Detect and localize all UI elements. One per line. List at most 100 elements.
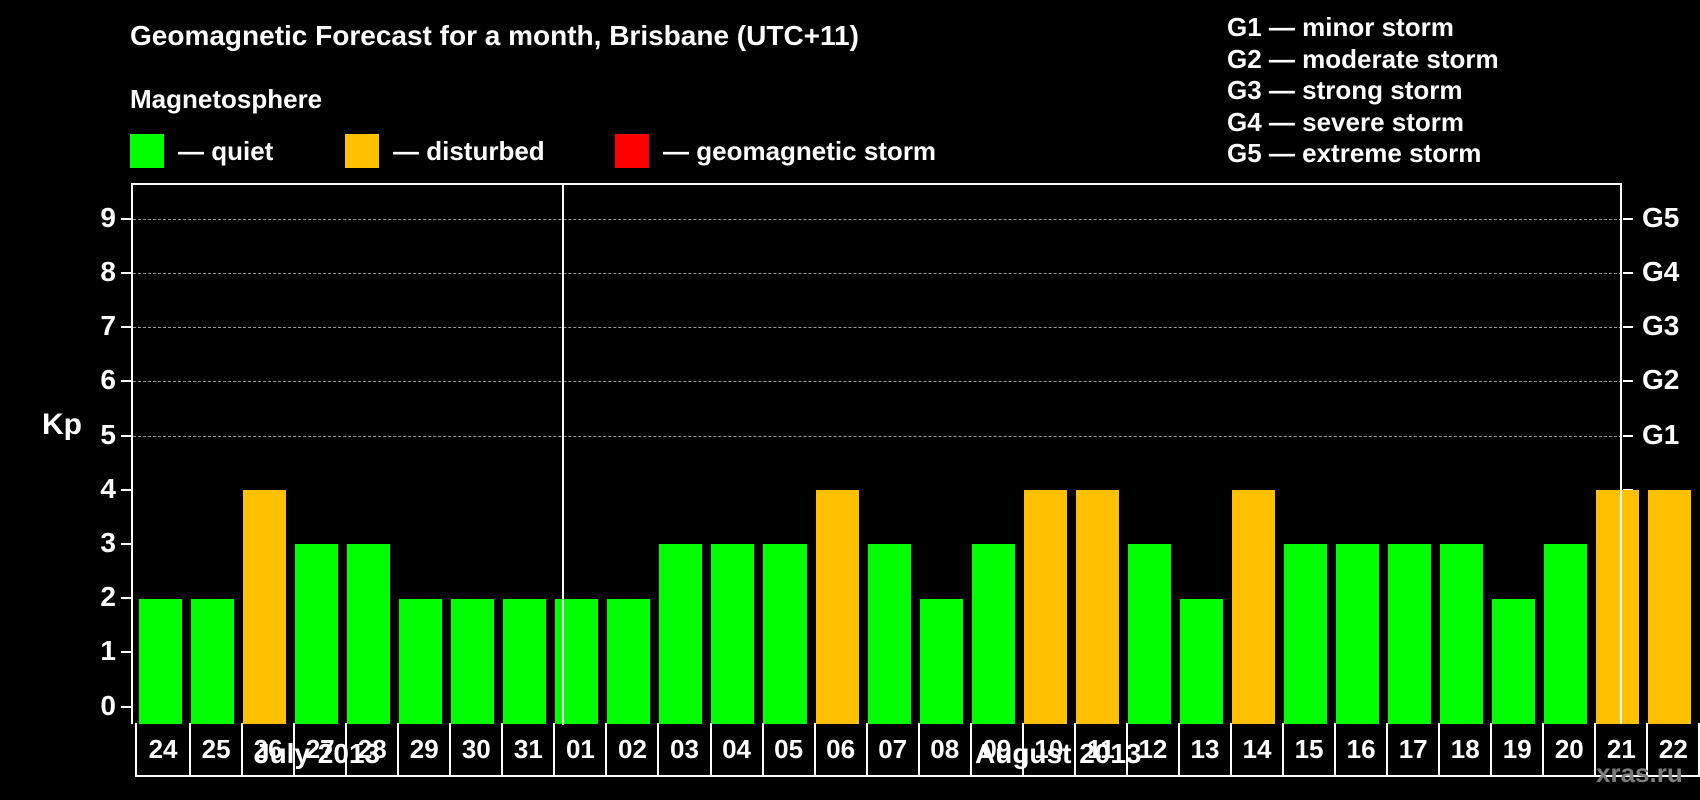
y-tick-label: 7 bbox=[100, 310, 116, 342]
y-tick-label: 0 bbox=[100, 689, 116, 721]
date-cell: 03 bbox=[657, 723, 709, 775]
date-cell: 26 bbox=[241, 723, 293, 775]
disturbed-swatch-icon bbox=[345, 134, 379, 168]
chart-title: Geomagnetic Forecast for a month, Brisba… bbox=[130, 20, 859, 51]
date-cell: 08 bbox=[917, 723, 970, 775]
date-row: 24 25 26 27 28 29 30 31 01 02 03 04 05 06 07 08 09 10 11 12… bbox=[135, 723, 1700, 777]
y-tick bbox=[121, 434, 131, 437]
right-tick bbox=[1623, 434, 1633, 437]
bar-29 bbox=[399, 598, 443, 724]
gridline bbox=[133, 218, 1622, 220]
date-cell: 09 bbox=[969, 723, 1022, 775]
y-tick bbox=[121, 217, 131, 220]
y-tick bbox=[121, 705, 131, 708]
date-cell: 04 bbox=[709, 723, 762, 775]
bar-07 bbox=[867, 544, 911, 724]
y-tick-label: 1 bbox=[100, 635, 116, 667]
bar-31 bbox=[503, 598, 547, 724]
g-level-label: G5 bbox=[1642, 201, 1680, 233]
g4-legend: G4 — severe storm bbox=[1227, 106, 1465, 137]
quiet-swatch-icon bbox=[130, 134, 164, 168]
storm-swatch-icon bbox=[615, 134, 649, 168]
right-tick bbox=[1623, 326, 1633, 329]
bar-02 bbox=[607, 598, 651, 724]
right-tick bbox=[1623, 217, 1633, 220]
bar-04 bbox=[711, 544, 755, 724]
g-level-label: G2 bbox=[1642, 364, 1680, 396]
legend-disturbed: — disturbed bbox=[345, 134, 545, 168]
date-cell: 24 bbox=[148, 733, 178, 764]
right-tick bbox=[1623, 271, 1633, 274]
date-cell: 12 bbox=[1125, 723, 1178, 775]
g3-legend: G3 — strong storm bbox=[1227, 75, 1463, 105]
g2-legend: G2 — moderate storm bbox=[1227, 43, 1499, 74]
bar-05 bbox=[763, 544, 807, 724]
bar-13 bbox=[1179, 598, 1223, 724]
right-tick bbox=[1623, 380, 1633, 383]
legend-quiet-label: — quiet bbox=[178, 135, 274, 166]
date-cell: 07 bbox=[865, 723, 918, 775]
date-cell: 10 bbox=[1021, 723, 1074, 775]
gridline bbox=[133, 381, 1622, 383]
date-cell: 21 bbox=[1594, 723, 1646, 775]
gridline bbox=[133, 272, 1622, 274]
bar-18 bbox=[1440, 544, 1484, 724]
date-cell: 30 bbox=[449, 723, 501, 775]
bar-24 bbox=[139, 598, 183, 724]
y-tick bbox=[121, 542, 131, 545]
bar-06 bbox=[815, 490, 859, 724]
month-label-august: August 2013 bbox=[975, 738, 1142, 769]
g-level-label: G4 bbox=[1642, 255, 1680, 287]
g-level-label: G1 bbox=[1642, 418, 1680, 450]
y-tick-label: 2 bbox=[100, 581, 116, 613]
y-axis-label: Kp bbox=[42, 408, 82, 441]
g5-legend: G5 — extreme storm bbox=[1227, 138, 1482, 168]
bar-30 bbox=[451, 598, 495, 724]
bar-22 bbox=[1648, 490, 1692, 724]
bar-03 bbox=[659, 544, 703, 724]
gridline bbox=[133, 327, 1622, 329]
g-scale-legend: G1 — minor storm G2 — moderate storm G3 … bbox=[1227, 12, 1499, 170]
date-cell: 19 bbox=[1490, 723, 1542, 775]
date-cell: 13 bbox=[1177, 723, 1230, 775]
date-cell: 27 bbox=[293, 723, 345, 775]
bar-15 bbox=[1283, 544, 1327, 724]
bar-19 bbox=[1492, 598, 1536, 724]
date-cell: 25 bbox=[189, 723, 241, 775]
y-tick bbox=[121, 326, 131, 329]
g1-legend: G1 — minor storm bbox=[1227, 12, 1454, 42]
date-cell: 18 bbox=[1438, 723, 1490, 775]
watermark: xras.ru bbox=[1596, 758, 1683, 788]
date-cell: 14 bbox=[1229, 723, 1282, 775]
date-cell: 16 bbox=[1334, 723, 1386, 775]
legend-quiet: — quiet bbox=[130, 134, 273, 168]
bar-08 bbox=[919, 598, 963, 724]
date-cell: 23 bbox=[1698, 723, 1700, 775]
y-tick bbox=[121, 488, 131, 491]
bar-27 bbox=[295, 544, 339, 724]
y-tick-label: 5 bbox=[100, 418, 116, 450]
right-tick bbox=[1623, 488, 1633, 491]
date-cell: 17 bbox=[1386, 723, 1438, 775]
y-tick bbox=[121, 380, 131, 383]
date-cell: 29 bbox=[397, 723, 449, 775]
gridline bbox=[133, 435, 1622, 437]
bar-10 bbox=[1023, 490, 1067, 724]
legend-storm-label: — geomagnetic storm bbox=[663, 135, 937, 166]
date-cell: 15 bbox=[1282, 723, 1334, 775]
bar-17 bbox=[1387, 544, 1432, 724]
bar-26 bbox=[243, 490, 287, 724]
bar-16 bbox=[1335, 544, 1379, 724]
month-divider bbox=[562, 183, 564, 725]
plot-area bbox=[133, 185, 1692, 724]
y-tick-label: 4 bbox=[100, 472, 116, 504]
bar-12 bbox=[1127, 544, 1171, 724]
date-cell: 02 bbox=[605, 723, 657, 775]
bar-09 bbox=[971, 544, 1015, 724]
date-cell: 01 bbox=[553, 723, 605, 775]
month-label-july: July 2013 bbox=[254, 738, 381, 769]
date-cell: 31 bbox=[501, 723, 553, 775]
bar-21 bbox=[1596, 490, 1640, 724]
y-tick-label: 8 bbox=[100, 255, 116, 287]
y-tick bbox=[121, 597, 131, 600]
